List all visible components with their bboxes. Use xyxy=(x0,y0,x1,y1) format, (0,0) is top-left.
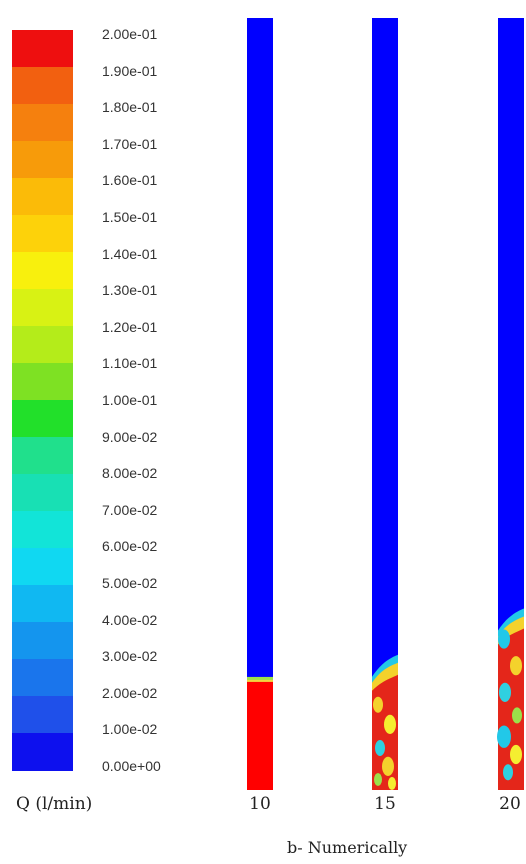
caption: b- Numerically xyxy=(287,838,408,857)
colorbar-band xyxy=(12,622,73,660)
colorbar-tick-label: 1.00e-02 xyxy=(102,721,158,738)
column-background xyxy=(247,18,273,790)
colorbar-band xyxy=(12,178,73,216)
colorbar-band xyxy=(12,474,73,512)
column-label-15: 15 xyxy=(374,794,396,814)
colorbar-band xyxy=(12,104,73,142)
mixing-blob xyxy=(375,740,385,757)
colorbar-band xyxy=(12,511,73,549)
colorbar-band xyxy=(12,696,73,734)
mixing-blob xyxy=(510,744,522,765)
colorbar-tick-label: 3.00e-02 xyxy=(102,648,158,665)
mixing-blob xyxy=(373,696,383,713)
colorbar-band xyxy=(12,326,73,364)
colorbar-band xyxy=(12,67,73,105)
mixing-blob xyxy=(510,656,522,676)
colorbar-band xyxy=(12,141,73,179)
colorbar-band xyxy=(12,400,73,438)
column-15 xyxy=(372,18,398,790)
interface-band xyxy=(247,676,273,682)
colorbar-band xyxy=(12,548,73,586)
colorbar-tick-label: 1.30e-01 xyxy=(102,282,158,299)
colorbar-tick-label: 1.20e-01 xyxy=(102,318,158,335)
colorbar-band xyxy=(12,733,73,771)
colorbar-tick-label: 5.00e-02 xyxy=(102,575,158,591)
colorbar-tick-label: 1.40e-01 xyxy=(102,245,158,262)
column-label-10: 10 xyxy=(249,794,271,814)
column-20 xyxy=(497,18,524,790)
colorbar-band xyxy=(12,215,73,253)
mixing-blob xyxy=(382,756,394,776)
colorbar-band xyxy=(12,30,73,68)
colorbar-tick-label: 0.00e+00 xyxy=(102,758,161,774)
colorbar-title: Q (l/min) xyxy=(16,794,93,814)
liquid-region xyxy=(247,681,273,790)
mixing-blob xyxy=(499,682,511,702)
mixing-blob xyxy=(384,714,396,734)
mixing-blob xyxy=(512,707,522,724)
colorbar-band xyxy=(12,437,73,475)
mixing-blob xyxy=(498,629,510,649)
colorbar-tick-label: 7.00e-02 xyxy=(102,501,158,518)
colorbar-band xyxy=(12,363,73,401)
colorbar-band xyxy=(12,252,73,290)
colorbar-band xyxy=(12,659,73,697)
colorbar-tick-label: 1.10e-01 xyxy=(102,355,158,372)
colorbar-tick-label: 1.80e-01 xyxy=(102,99,158,116)
colorbar-tick-label: 1.60e-01 xyxy=(102,172,158,189)
colorbar-tick-label: 9.00e-02 xyxy=(102,428,158,445)
colorbar-tick-label: 1.70e-01 xyxy=(102,135,158,152)
mixing-blob xyxy=(388,777,396,790)
mixing-blob xyxy=(374,773,382,786)
mixing-blob xyxy=(497,725,511,748)
colorbar-tick-label: 2.00e-02 xyxy=(102,684,158,701)
mixing-region xyxy=(497,608,524,790)
colorbar-band xyxy=(12,289,73,327)
colorbar-tick-label: 1.90e-01 xyxy=(102,62,158,79)
colorbar-tick-label: 1.50e-01 xyxy=(102,209,158,225)
colorbar-tick-label: 4.00e-02 xyxy=(102,611,158,628)
column-10 xyxy=(247,18,273,790)
colorbar-tick-label: 2.00e-01 xyxy=(102,26,158,42)
colorbar-band xyxy=(12,585,73,623)
mixing-blob xyxy=(503,764,513,781)
column-label-20: 20 xyxy=(499,794,521,814)
colorbar-tick-label: 6.00e-02 xyxy=(102,538,158,555)
colorbar xyxy=(12,30,73,771)
colorbar-tick-label: 8.00e-02 xyxy=(102,465,158,482)
interface-band xyxy=(247,679,273,683)
colorbar-tick-label: 1.00e-01 xyxy=(102,392,158,408)
mixing-region xyxy=(372,654,398,790)
